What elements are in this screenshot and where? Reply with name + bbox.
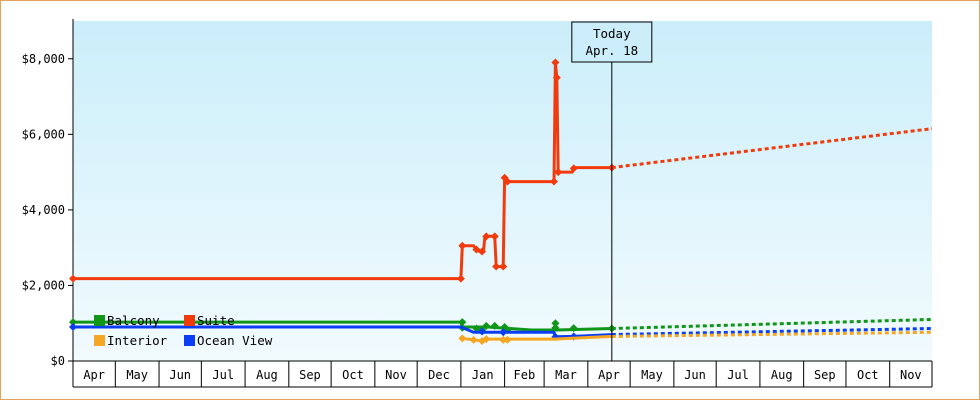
data-point (69, 323, 77, 331)
data-point (458, 241, 467, 250)
x-tick-label: Jan (472, 368, 494, 382)
legend: Balcony Suite Interior Ocean View (94, 313, 273, 348)
x-tick-label: Oct (857, 368, 879, 382)
legend-label: Suite (197, 313, 235, 328)
data-point (490, 321, 499, 330)
x-tick-label: Feb (514, 368, 536, 382)
x-tick-label: Sep (299, 368, 321, 382)
x-tick-label: Apr (83, 368, 105, 382)
data-point (456, 274, 465, 283)
y-tick-label: $8,000 (22, 52, 65, 66)
data-point (478, 327, 487, 336)
axes: $0 $2,000 $4,000 $6,000 $8,000 Apr May Jun Jul Au… (22, 19, 933, 388)
data-point (69, 274, 77, 283)
data-point (569, 164, 578, 173)
x-tick-label: Jul (727, 368, 749, 382)
x-tick-label: Apr (598, 368, 620, 382)
legend-swatch (94, 335, 105, 346)
forecast-line (611, 327, 933, 337)
data-point (492, 262, 501, 271)
x-tick-label: Jul (212, 368, 234, 382)
data-point (551, 323, 560, 332)
y-tick-label: $6,000 (22, 127, 65, 141)
x-tick-label: Sep (814, 368, 836, 382)
data-point (458, 334, 467, 343)
legend-label: Balcony (107, 313, 160, 328)
data-point (490, 232, 499, 241)
legend-swatch (94, 315, 105, 326)
plot-background (73, 21, 932, 361)
series-interior (458, 330, 933, 345)
x-tick-label: Jun (684, 368, 706, 382)
data-point (482, 335, 491, 344)
data-point (503, 177, 512, 186)
forecast-line (611, 127, 933, 170)
x-tick-label: Nov (900, 368, 922, 382)
x-tick-label: Jun (169, 368, 191, 382)
forecast-line (611, 330, 933, 338)
y-tick-label: $2,000 (22, 278, 65, 292)
series-balcony (69, 317, 933, 335)
today-marker: Today Apr. 18 (571, 21, 653, 361)
data-point (499, 262, 508, 271)
x-tick-label: Aug (771, 368, 793, 382)
y-tick-label: $4,000 (22, 203, 65, 217)
data-point (549, 177, 558, 186)
data-point (551, 58, 560, 67)
legend-label: Interior (107, 333, 168, 348)
legend-swatch (184, 335, 195, 346)
data-point (469, 335, 478, 344)
y-tick-label: $0 (51, 354, 65, 368)
data-point (472, 324, 481, 333)
data-point (482, 321, 491, 330)
data-point (554, 168, 563, 177)
legend-swatch (184, 315, 195, 326)
data-point (482, 232, 491, 241)
data-point (499, 335, 508, 344)
x-tick-label: Mar (555, 368, 577, 382)
series-suite (69, 58, 933, 283)
data-point (503, 335, 512, 344)
forecast-line (611, 317, 933, 331)
today-box (571, 21, 653, 63)
x-tick-label: Nov (385, 368, 407, 382)
today-label: Today (593, 26, 631, 41)
data-point (478, 247, 487, 256)
legend-label: Ocean View (197, 333, 273, 348)
data-point (552, 73, 561, 82)
data-point (458, 318, 467, 327)
data-point (569, 324, 578, 333)
x-tick-label: Dec (428, 368, 450, 382)
x-tick-label: Oct (342, 368, 364, 382)
data-point (499, 328, 508, 337)
x-tick-label: Aug (256, 368, 278, 382)
data-point (69, 318, 77, 327)
x-tick-label: May (126, 368, 148, 382)
data-point (551, 319, 560, 328)
x-tick-label: May (641, 368, 663, 382)
series-layer (69, 58, 933, 345)
today-date: Apr. 18 (585, 43, 638, 58)
